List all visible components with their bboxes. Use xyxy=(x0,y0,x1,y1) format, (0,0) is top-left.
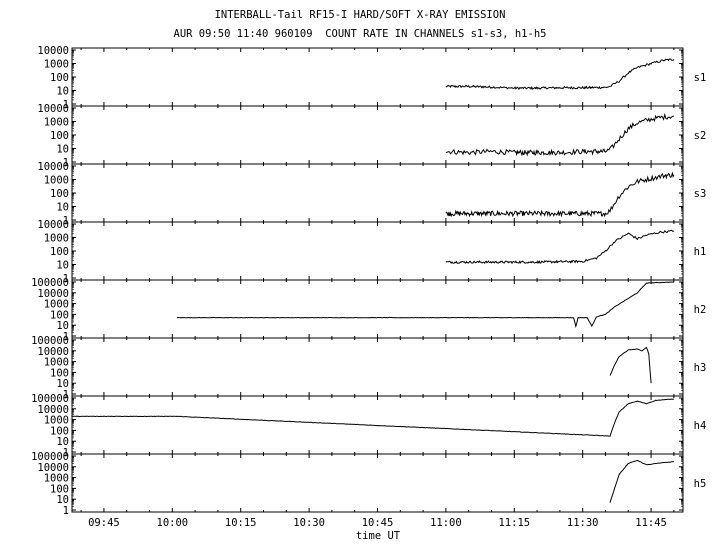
y-tick-label: 100 xyxy=(50,309,69,321)
y-tick-label: 10 xyxy=(56,378,69,390)
y-tick-label: 100 xyxy=(50,246,69,258)
panel-label-s2: s2 xyxy=(694,130,707,142)
y-tick-label: 100000 xyxy=(31,277,69,289)
y-tick-label: 1 xyxy=(63,215,69,227)
y-tick-label: 100 xyxy=(50,483,69,495)
y-tick-label: 100 xyxy=(50,130,69,142)
x-tick-label: 09:45 xyxy=(88,517,120,529)
y-tick-label: 10 xyxy=(56,86,69,98)
y-tick-label: 10 xyxy=(56,494,69,506)
y-tick-label: 100000 xyxy=(31,393,69,405)
y-tick-label: 10000 xyxy=(37,462,69,474)
y-tick-label: 1000 xyxy=(44,473,69,485)
panel-label-h1: h1 xyxy=(694,246,707,258)
series-line-h2 xyxy=(176,281,675,329)
y-tick-label: 10000 xyxy=(37,288,69,300)
y-tick-label: 1 xyxy=(63,99,69,111)
series-line-h4 xyxy=(71,398,675,437)
y-tick-label: 100 xyxy=(50,188,69,200)
x-tick-label: 10:00 xyxy=(157,517,189,529)
y-tick-label: 100 xyxy=(50,367,69,379)
x-tick-label: 10:45 xyxy=(362,517,394,529)
y-tick-label: 10000 xyxy=(37,161,69,173)
y-tick-label: 100000 xyxy=(31,451,69,463)
x-tick-label: 11:30 xyxy=(567,517,599,529)
panel-label-s3: s3 xyxy=(694,188,707,200)
y-tick-label: 1 xyxy=(63,505,69,517)
y-tick-label: 1 xyxy=(63,157,69,169)
y-tick-label: 1 xyxy=(63,447,69,459)
y-tick-label: 1 xyxy=(63,331,69,343)
y-tick-label: 10000 xyxy=(37,219,69,231)
y-tick-label: 10000 xyxy=(37,45,69,57)
x-tick-label: 10:15 xyxy=(225,517,257,529)
panel-frame-h3 xyxy=(71,337,684,397)
y-tick-label: 10000 xyxy=(37,103,69,115)
panel-frame-s1 xyxy=(71,47,684,107)
panel-label-h4: h4 xyxy=(694,420,707,432)
series-line-h5 xyxy=(609,459,674,503)
series-line-h1 xyxy=(445,229,674,265)
y-tick-label: 1000 xyxy=(44,59,69,71)
y-tick-label: 1000 xyxy=(44,233,69,245)
y-tick-label: 1 xyxy=(63,273,69,285)
panel-frame-h1 xyxy=(71,221,684,281)
y-tick-label: 10 xyxy=(56,260,69,272)
y-tick-label: 1000 xyxy=(44,117,69,129)
y-tick-label: 100000 xyxy=(31,335,69,347)
series-line-s3 xyxy=(445,171,675,218)
panel-label-h2: h2 xyxy=(694,304,707,316)
panel-frame-h5 xyxy=(71,453,684,513)
y-tick-label: 1000 xyxy=(44,415,69,427)
y-tick-label: 1000 xyxy=(44,175,69,187)
panel-frame-h2 xyxy=(71,279,684,339)
series-line-s2 xyxy=(445,112,675,157)
y-tick-label: 10000 xyxy=(37,346,69,358)
x-tick-label: 11:45 xyxy=(635,517,667,529)
y-tick-label: 10000 xyxy=(37,404,69,416)
x-tick-label: 11:15 xyxy=(498,517,530,529)
x-tick-label: 11:00 xyxy=(430,517,462,529)
y-tick-label: 100 xyxy=(50,425,69,437)
chart-titles: INTERBALL-Tail RF15-I HARD/SOFT X-RAY EM… xyxy=(0,0,720,50)
series-line-s1 xyxy=(445,58,675,91)
x-tick-label: 10:30 xyxy=(293,517,325,529)
panel-frame-s2 xyxy=(71,105,684,165)
y-tick-label: 100 xyxy=(50,72,69,84)
y-tick-label: 1 xyxy=(63,389,69,401)
panel-label-h3: h3 xyxy=(694,362,707,374)
y-tick-label: 10 xyxy=(56,144,69,156)
chart-subtitle: AUR 09:50 11:40 960109 COUNT RATE IN CHA… xyxy=(173,28,547,40)
series-line-h3 xyxy=(609,346,652,384)
panel-label-h5: h5 xyxy=(694,478,707,490)
panel-label-s1: s1 xyxy=(694,72,707,84)
y-tick-label: 10 xyxy=(56,436,69,448)
y-tick-label: 10 xyxy=(56,320,69,332)
y-tick-label: 10 xyxy=(56,202,69,214)
x-axis-label: time UT xyxy=(356,530,401,542)
y-tick-label: 1000 xyxy=(44,299,69,311)
y-tick-label: 1000 xyxy=(44,357,69,369)
chart-title: INTERBALL-Tail RF15-I HARD/SOFT X-RAY EM… xyxy=(214,9,506,21)
